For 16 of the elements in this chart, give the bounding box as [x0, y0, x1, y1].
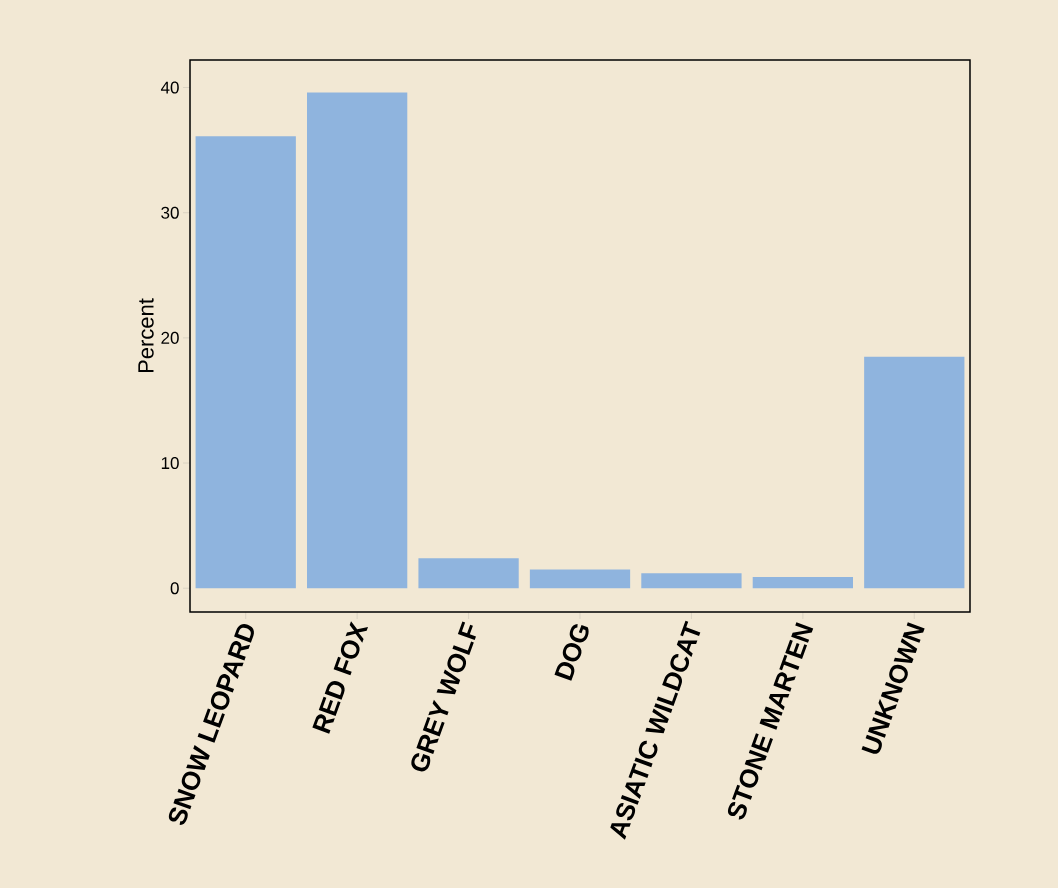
y-tick-label: 40	[160, 81, 179, 94]
y-tick-label: 0	[170, 582, 179, 595]
bar	[307, 92, 408, 589]
bar	[529, 569, 631, 589]
x-tick-label: DOG	[554, 623, 589, 681]
bar	[864, 356, 965, 589]
bar	[418, 558, 519, 589]
x-tick-label: RED FOX	[312, 621, 369, 734]
bar	[195, 136, 296, 589]
bar	[752, 576, 853, 589]
x-tick-label: GREY WOLF	[411, 621, 476, 772]
y-axis-title: Percent	[138, 298, 154, 373]
y-tick-label: 10	[161, 457, 179, 470]
y-tick-label: 20	[161, 331, 179, 344]
y-tick-label: 30	[161, 206, 179, 219]
bar	[641, 573, 742, 589]
